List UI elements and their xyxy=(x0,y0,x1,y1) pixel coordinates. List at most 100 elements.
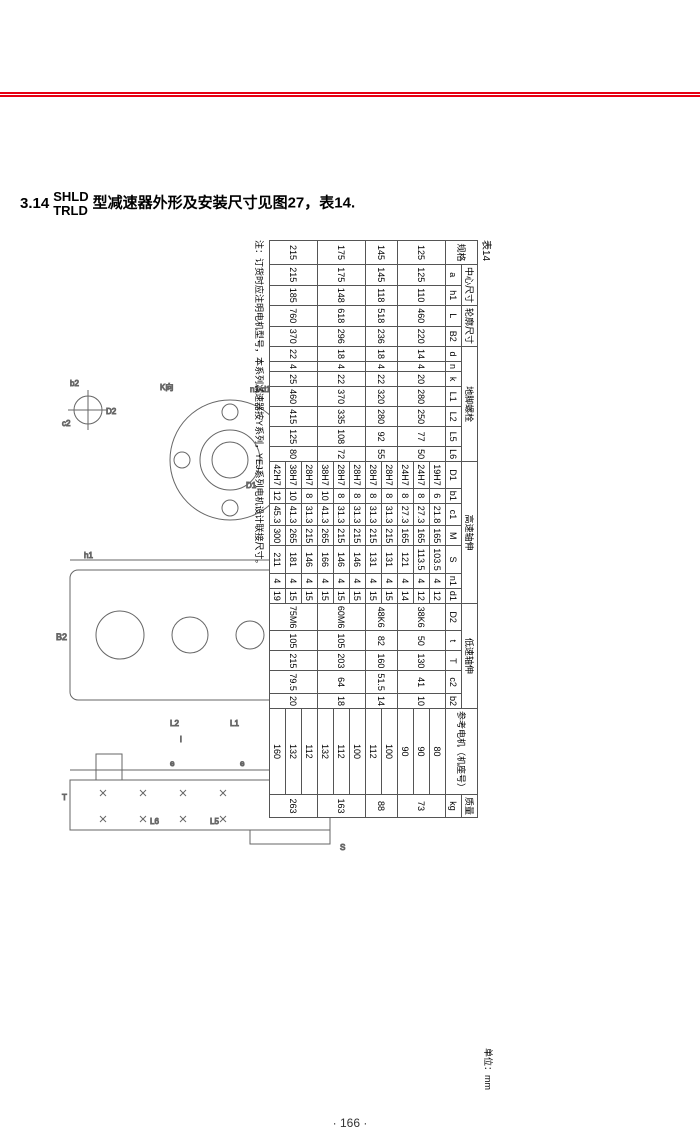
table-header: b2 xyxy=(446,693,462,708)
table-cell: 300 xyxy=(270,526,286,546)
table-header: k xyxy=(446,372,462,387)
heading-rest: 型减速器外形及安装尺寸见图27，表14. xyxy=(93,195,356,212)
table-cell: 18 xyxy=(366,347,398,362)
table-cell: 22 xyxy=(366,372,398,387)
table-cell: 25 xyxy=(270,372,318,387)
table-cell: 215 xyxy=(366,526,382,546)
header-rule-2 xyxy=(0,95,700,97)
svg-text:K向: K向 xyxy=(160,382,173,392)
table-cell: 4 xyxy=(382,573,398,588)
table-cell: 28H7 xyxy=(350,462,366,489)
table-cell: 203 xyxy=(318,651,366,671)
table-cell: 4 xyxy=(398,362,446,372)
table-cell: 8 xyxy=(350,488,366,503)
table-cell: 4 xyxy=(270,573,286,588)
type-stack: SHLDTRLD xyxy=(53,190,88,217)
table-cell: 280 xyxy=(366,407,398,427)
svg-text:e: e xyxy=(170,759,175,768)
table-cell: 4 xyxy=(430,573,446,588)
table-cell: 55 xyxy=(366,447,398,462)
table-cell: 112 xyxy=(334,708,350,794)
svg-text:B2: B2 xyxy=(56,632,67,642)
table-cell: 27.3 xyxy=(398,503,414,526)
svg-text:b2: b2 xyxy=(70,379,79,388)
table-cell: 215 xyxy=(302,526,318,546)
table-cell: 265 xyxy=(286,526,302,546)
table-header: 高速轴伸 xyxy=(462,462,478,604)
table-cell: 90 xyxy=(414,708,430,794)
table-cell: 460 xyxy=(398,306,446,327)
table-cell: 100 xyxy=(382,708,398,794)
table-header: a xyxy=(446,265,462,286)
table-cell: 79.5 xyxy=(270,671,318,694)
table-cell: 118 xyxy=(366,285,398,306)
table-cell: 50 xyxy=(398,631,446,651)
table-cell: 38H7 xyxy=(318,462,334,489)
table-header: 轮廓尺寸 xyxy=(462,306,478,347)
table-cell: 10 xyxy=(318,488,334,503)
table-header: kg xyxy=(446,794,462,817)
table-header: n xyxy=(446,362,462,372)
svg-text:T: T xyxy=(62,793,67,802)
table-cell: 90 xyxy=(398,708,414,794)
table-title: 表14 xyxy=(480,240,495,261)
table-cell: 18 xyxy=(318,347,366,362)
table-header: D1 xyxy=(446,462,462,489)
table-header: c2 xyxy=(446,671,462,694)
table-cell: 10 xyxy=(398,693,446,708)
table-cell: 760 xyxy=(270,306,318,327)
table-cell: 14 xyxy=(398,347,446,362)
table-cell: 175 xyxy=(318,265,366,286)
table-cell: 19H7 xyxy=(430,462,446,489)
table-header: h1 xyxy=(446,285,462,306)
table-header: L2 xyxy=(446,407,462,427)
table-cell: 163 xyxy=(318,794,366,817)
table-cell: 80 xyxy=(430,708,446,794)
table-cell: 125 xyxy=(270,427,318,447)
table-cell: 165 xyxy=(414,526,430,546)
table-cell: 518 xyxy=(366,306,398,327)
table-cell: 215 xyxy=(270,241,318,265)
page-number: · 166 · xyxy=(0,1116,700,1130)
table-cell: 4 xyxy=(398,573,414,588)
table-cell: 45.3 xyxy=(270,503,286,526)
table-header: 质量 xyxy=(462,794,478,817)
table-cell: 132 xyxy=(286,708,302,794)
table-cell: 15 xyxy=(350,588,366,603)
svg-text:h1: h1 xyxy=(84,551,93,560)
table-cell: 236 xyxy=(366,326,398,347)
table-cell: 31.3 xyxy=(382,503,398,526)
table-cell: 100 xyxy=(350,708,366,794)
table-cell: 24H7 xyxy=(398,462,414,489)
table-cell: 4 xyxy=(334,573,350,588)
table-cell: 14 xyxy=(366,693,398,708)
table-cell: 125 xyxy=(398,241,446,265)
table-cell: 15 xyxy=(334,588,350,603)
table-header: L1 xyxy=(446,387,462,407)
table-cell: 320 xyxy=(366,387,398,407)
table-cell: 28H7 xyxy=(302,462,318,489)
table-cell: 280 xyxy=(398,387,446,407)
svg-text:L6: L6 xyxy=(150,817,159,826)
table-header: B2 xyxy=(446,326,462,347)
table-cell: 60M6 xyxy=(318,603,366,631)
table-cell: 4 xyxy=(302,573,318,588)
table-cell: 131 xyxy=(366,546,382,574)
table-cell: 215 xyxy=(270,651,318,671)
table-cell: 27.3 xyxy=(414,503,430,526)
table-cell: 50 xyxy=(398,447,446,462)
table-cell: 21.8 xyxy=(430,503,446,526)
table-cell: 263 xyxy=(270,794,318,817)
table-unit: 单位：mm xyxy=(478,1048,495,1090)
table-cell: 28H7 xyxy=(334,462,350,489)
table-cell: 618 xyxy=(318,306,366,327)
table-cell: 51.5 xyxy=(366,671,398,694)
table-cell: 165 xyxy=(398,526,414,546)
table-cell: 296 xyxy=(318,326,366,347)
table-cell: 220 xyxy=(398,326,446,347)
table-cell: 112 xyxy=(302,708,318,794)
table-cell: 145 xyxy=(366,241,398,265)
table-cell: 4 xyxy=(366,362,398,372)
table-header: M xyxy=(446,526,462,546)
table-cell: 10 xyxy=(286,488,302,503)
